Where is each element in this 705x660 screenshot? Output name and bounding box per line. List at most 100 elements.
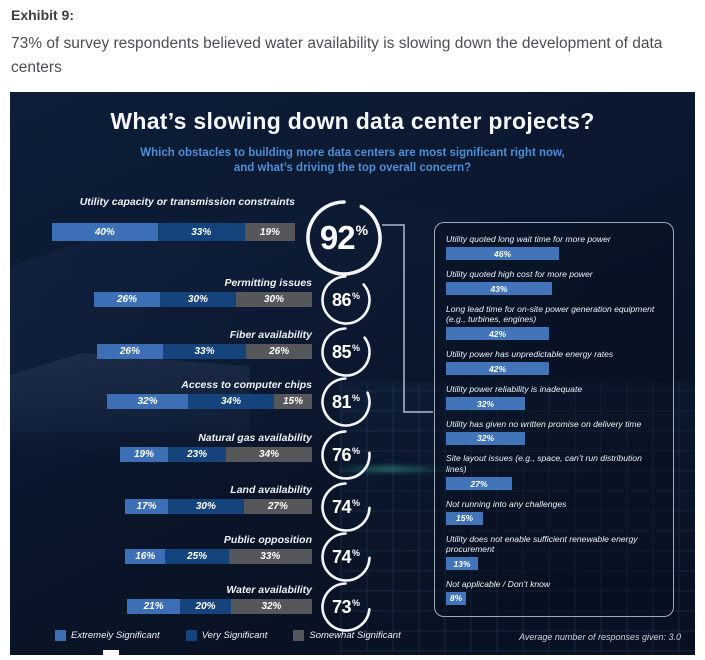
- avg-responses-note: Average number of responses given: 3.0: [519, 632, 681, 642]
- bar-segment-somewhat-significant: 33%: [228, 549, 312, 564]
- bottom-notch: [103, 650, 119, 660]
- total-circle: 74%: [321, 482, 371, 532]
- driver-item-utility-quoted-long-wait-time-for-more-p: Utility quoted long wait time for more p…: [446, 234, 662, 261]
- obstacle-label: Natural gas availability: [198, 432, 312, 444]
- driver-item-not-running-into-any-challenges: Not running into any challenges 15%: [446, 499, 662, 525]
- driver-item-utility-quoted-high-cost-for-more-power: Utility quoted high cost for more power 4…: [446, 268, 662, 296]
- obstacle-row-land-availability: Land availability 17% 30% 27%: [125, 484, 312, 514]
- driver-bar: 42%: [446, 362, 549, 376]
- obstacle-row-water-availability: Water availability 21% 20% 32%: [127, 584, 312, 614]
- obstacle-row-fiber-availability: Fiber availability 26% 33% 26%: [97, 329, 312, 359]
- driver-label: Utility quoted long wait time for more p…: [446, 234, 611, 244]
- obstacle-row-permitting-issues: Permitting issues 26% 30% 30%: [94, 277, 312, 307]
- driver-item-utility-does-not-enable-sufficient-renew: Utility does not enable sufficient renew…: [446, 534, 662, 571]
- bar-segment-very-significant: 25%: [165, 549, 229, 564]
- bar-segment-extremely-significant: 26%: [97, 344, 163, 359]
- bar-segment-very-significant: 30%: [159, 292, 236, 307]
- obstacle-bar: 19% 23% 34%: [120, 447, 312, 462]
- driver-item-utility-has-given-no-written-promise-on-: Utility has given no written promise on …: [446, 419, 662, 445]
- obstacle-row-natural-gas-availability: Natural gas availability 19% 23% 34%: [120, 432, 312, 462]
- obstacle-bar: 26% 33% 26%: [97, 344, 312, 359]
- obstacle-row-access-to-computer-chips: Access to computer chips 32% 34% 15%: [107, 379, 312, 409]
- total-circle: 86%: [321, 275, 371, 325]
- drivers-panel: Utility quoted long wait time for more p…: [434, 222, 674, 617]
- obstacle-label: Access to computer chips: [181, 379, 312, 391]
- bar-segment-very-significant: 30%: [167, 499, 244, 514]
- driver-bar: 46%: [446, 247, 559, 261]
- driver-label: Site layout issues (e.g., space, can’t r…: [446, 453, 642, 474]
- background-building-windows: [340, 382, 695, 652]
- driver-bar: 32%: [446, 431, 525, 445]
- driver-label: Utility quoted high cost for more power: [446, 268, 593, 279]
- progress-ring: [306, 200, 382, 276]
- obstacle-bar: 21% 20% 32%: [127, 599, 312, 614]
- driver-bar: 15%: [446, 511, 483, 525]
- bar-segment-somewhat-significant: 15%: [274, 394, 312, 409]
- obstacle-bar: 32% 34% 15%: [107, 394, 312, 409]
- legend: Extremely Significant Very Significant Som…: [55, 630, 401, 641]
- obstacle-bar: 17% 30% 27%: [125, 499, 312, 514]
- driver-label: Utility power has unpredictable energy r…: [446, 348, 614, 359]
- bar-segment-very-significant: 34%: [187, 394, 275, 409]
- bar-segment-extremely-significant: 17%: [125, 499, 168, 514]
- progress-ring: [321, 275, 371, 325]
- obstacle-label: Utility capacity or transmission constra…: [79, 196, 295, 208]
- bar-segment-somewhat-significant: 34%: [226, 447, 312, 462]
- obstacle-bar: 26% 30% 30%: [94, 292, 312, 307]
- total-value: 76%: [331, 444, 361, 465]
- total-value: 74%: [331, 496, 361, 517]
- chart-title: What’s slowing down data center projects…: [110, 108, 595, 134]
- bar-segment-extremely-significant: 40%: [52, 223, 158, 241]
- bar-segment-somewhat-significant: 30%: [235, 292, 312, 307]
- total-value: 92%: [319, 219, 369, 256]
- obstacle-label: Land availability: [230, 484, 312, 496]
- driver-bar: 42%: [446, 327, 549, 341]
- driver-bar: 27%: [446, 477, 512, 491]
- exhibit-label: Exhibit 9:: [11, 7, 75, 23]
- bar-segment-very-significant: 20%: [180, 599, 231, 614]
- legend-item-somewhat-significant: Somewhat Significant: [293, 630, 401, 641]
- progress-ring: [321, 532, 371, 582]
- legend-label: Very Significant: [201, 630, 268, 641]
- chart-subtitle-line1: Which obstacles to building more data ce…: [140, 147, 565, 159]
- progress-ring: [321, 327, 371, 377]
- driver-item-utility-power-reliability-is-inadequate: Utility power reliability is inadequate 3…: [446, 383, 662, 411]
- driver-item-site-layout-issues-e-g-space-can-t-run-d: Site layout issues (e.g., space, can’t r…: [446, 453, 662, 491]
- driver-label: Utility does not enable sufficient renew…: [446, 533, 638, 554]
- total-circle: 85%: [321, 327, 371, 377]
- total-value: 74%: [331, 546, 361, 567]
- driver-bar: 32%: [446, 397, 525, 411]
- bar-segment-extremely-significant: 16%: [125, 549, 166, 564]
- total-value: 81%: [331, 391, 361, 412]
- driver-label: Not running into any challenges: [446, 498, 567, 509]
- driver-bar: 13%: [446, 557, 478, 571]
- progress-ring: [321, 377, 371, 427]
- driver-item-utility-power-has-unpredictable-energy-r: Utility power has unpredictable energy r…: [446, 348, 662, 376]
- progress-ring: [321, 482, 371, 532]
- total-circle: 73%: [321, 582, 371, 632]
- chart-subtitle: Which obstacles to building more data ce…: [10, 146, 695, 176]
- obstacle-label: Water availability: [226, 584, 312, 596]
- infographic: What’s slowing down data center projects…: [10, 92, 695, 655]
- bar-segment-extremely-significant: 19%: [120, 447, 168, 462]
- bar-segment-very-significant: 23%: [168, 447, 227, 462]
- driver-item-not-applicable-don-t-know: Not applicable / Don’t know 8%: [446, 579, 662, 605]
- bar-segment-somewhat-significant: 19%: [244, 223, 295, 241]
- driver-bar: 43%: [446, 282, 552, 296]
- legend-swatch: [185, 630, 197, 641]
- obstacle-bar: 40% 33% 19%: [52, 223, 295, 241]
- bar-segment-somewhat-significant: 26%: [246, 344, 312, 359]
- obstacle-label: Fiber availability: [229, 329, 312, 341]
- driver-item-long-lead-time-for-on-site-power-generat: Long lead time for on-site power generat…: [446, 304, 662, 341]
- total-circle: 92%: [305, 199, 383, 277]
- exhibit-description: 73% of survey respondents believed water…: [11, 35, 663, 77]
- legend-label: Extremely Significant: [71, 630, 160, 641]
- obstacle-bar: 16% 25% 33%: [125, 549, 312, 564]
- total-circle: 74%: [321, 532, 371, 582]
- bar-segment-extremely-significant: 26%: [94, 292, 160, 307]
- driver-label: Utility power reliability is inadequate: [446, 383, 583, 394]
- total-value: 73%: [331, 596, 361, 617]
- obstacle-row-utility-capacity-or-transmission-constraints: Utility capacity or transmission constra…: [52, 196, 295, 241]
- driver-bar: 8%: [446, 591, 466, 605]
- background-led-glow: [330, 464, 450, 474]
